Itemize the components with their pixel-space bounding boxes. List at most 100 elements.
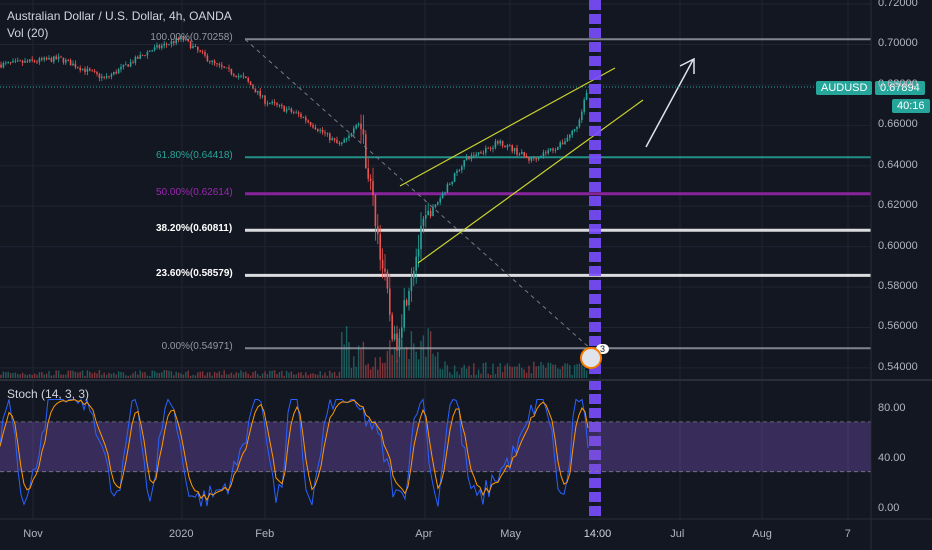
volume-bar <box>19 374 21 378</box>
candle-body <box>525 155 528 157</box>
candle-body <box>494 141 497 148</box>
volume-bar <box>89 371 91 378</box>
candle-body <box>338 142 341 144</box>
volume-bar <box>237 372 240 378</box>
volume-indicator-label[interactable]: Vol (20) <box>7 26 49 40</box>
volume-bar <box>492 363 494 378</box>
volume-bar <box>149 375 151 378</box>
volume-bar <box>230 372 233 378</box>
price-axis-label[interactable]: 0.58000 <box>878 280 918 293</box>
volume-bar <box>84 375 86 378</box>
candle-body <box>213 60 216 64</box>
candle-body <box>45 57 48 60</box>
volume-bar <box>50 375 53 378</box>
volume-bar <box>511 367 513 378</box>
candle-body <box>165 43 168 45</box>
volume-bar <box>386 351 389 378</box>
candle-body <box>211 60 213 62</box>
volume-bar <box>81 370 84 378</box>
volume-bar <box>554 364 557 378</box>
time-axis-label[interactable]: Nov <box>23 528 43 540</box>
candle-body <box>345 137 348 140</box>
volume-bar <box>192 374 194 378</box>
volume-bar <box>473 363 475 378</box>
stoch-indicator-label[interactable]: Stoch (14, 3, 3) <box>7 387 90 401</box>
volume-bar <box>578 363 581 378</box>
time-axis-label[interactable]: 14:00 <box>583 528 612 540</box>
volume-bar <box>362 341 365 378</box>
volume-bar <box>324 372 326 378</box>
candle-body <box>542 152 545 156</box>
time-axis-label[interactable]: 2020 <box>169 528 194 540</box>
price-axis-label[interactable]: 0.60000 <box>878 239 918 252</box>
candle-body <box>569 134 571 138</box>
volume-bar <box>293 374 295 378</box>
candle-body <box>441 193 444 199</box>
volume-bar <box>434 356 437 378</box>
time-axis-label[interactable]: Feb <box>255 528 275 540</box>
stoch-axis-label[interactable]: 0.00 <box>878 502 900 514</box>
candle-body <box>547 150 549 154</box>
volume-bar <box>501 372 504 378</box>
candle-body <box>74 63 77 68</box>
candle-body <box>288 108 290 110</box>
volume-bar <box>29 373 31 378</box>
time-axis-label[interactable]: 7 <box>844 528 851 540</box>
candle-body <box>151 50 153 52</box>
candle-body <box>355 125 357 129</box>
time-axis-label[interactable]: Aug <box>752 528 772 540</box>
channel-lower-line <box>417 99 644 264</box>
candle-body <box>72 63 74 66</box>
stoch-axis-label[interactable]: 80.00 <box>878 402 906 415</box>
candle-body <box>398 337 401 351</box>
volume-bar <box>497 366 499 378</box>
volume-bar <box>2 371 5 378</box>
economic-event-flag-icon[interactable] <box>580 347 602 369</box>
candle-body <box>585 92 588 100</box>
volume-bar <box>156 372 158 378</box>
candle-body <box>509 145 511 147</box>
drawings[interactable] <box>0 0 871 519</box>
volume-bar <box>410 331 413 378</box>
time-axis-label[interactable]: May <box>500 528 522 540</box>
candle-body <box>69 60 72 66</box>
candle-body <box>386 271 389 289</box>
candle-body <box>108 76 110 78</box>
volume-bar <box>317 374 319 378</box>
volume-bar <box>67 370 69 378</box>
volume-bar <box>213 372 216 378</box>
price-axis-label[interactable]: 0.64000 <box>878 158 918 171</box>
fib-level-label: 23.60%(0.58579) <box>156 268 233 280</box>
candle-body <box>62 57 65 63</box>
price-axis-label[interactable]: 0.68000 <box>878 77 918 90</box>
candle-body <box>381 259 384 269</box>
price-axis-label[interactable]: 0.56000 <box>878 320 918 333</box>
price-axis-label[interactable]: 0.66000 <box>878 118 918 131</box>
volume-bar <box>372 366 374 378</box>
symbol-title[interactable]: Australian Dollar / U.S. Dollar, 4h, OAN… <box>7 9 232 23</box>
stoch-axis-label[interactable]: 40.00 <box>878 452 906 465</box>
price-axis-label[interactable]: 0.54000 <box>878 360 918 373</box>
candle-body <box>41 58 43 60</box>
candle-body <box>103 76 105 78</box>
candle-body <box>444 192 446 194</box>
price-axis-label[interactable]: 0.72000 <box>878 0 918 10</box>
volume-bar <box>401 339 403 378</box>
candle-body <box>209 61 211 63</box>
candle-body <box>122 64 125 67</box>
fib-retracement[interactable] <box>245 38 871 350</box>
time-axis-label[interactable]: Jul <box>670 528 685 540</box>
candle-body <box>537 157 540 160</box>
candle-body <box>216 63 218 65</box>
volume-bar <box>444 361 446 378</box>
candle-body <box>113 71 115 75</box>
events-count-badge[interactable]: 3 <box>596 344 610 354</box>
candle-body <box>192 46 194 49</box>
candle-body <box>415 256 417 271</box>
candle-body <box>269 103 271 105</box>
time-axis-label[interactable]: Apr <box>415 528 433 540</box>
price-axis-label[interactable]: 0.62000 <box>878 199 918 212</box>
price-axis-label[interactable]: 0.70000 <box>878 37 918 50</box>
fib-trend-line <box>244 38 591 349</box>
